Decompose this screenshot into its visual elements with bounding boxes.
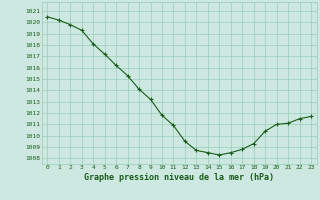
X-axis label: Graphe pression niveau de la mer (hPa): Graphe pression niveau de la mer (hPa) [84, 173, 274, 182]
